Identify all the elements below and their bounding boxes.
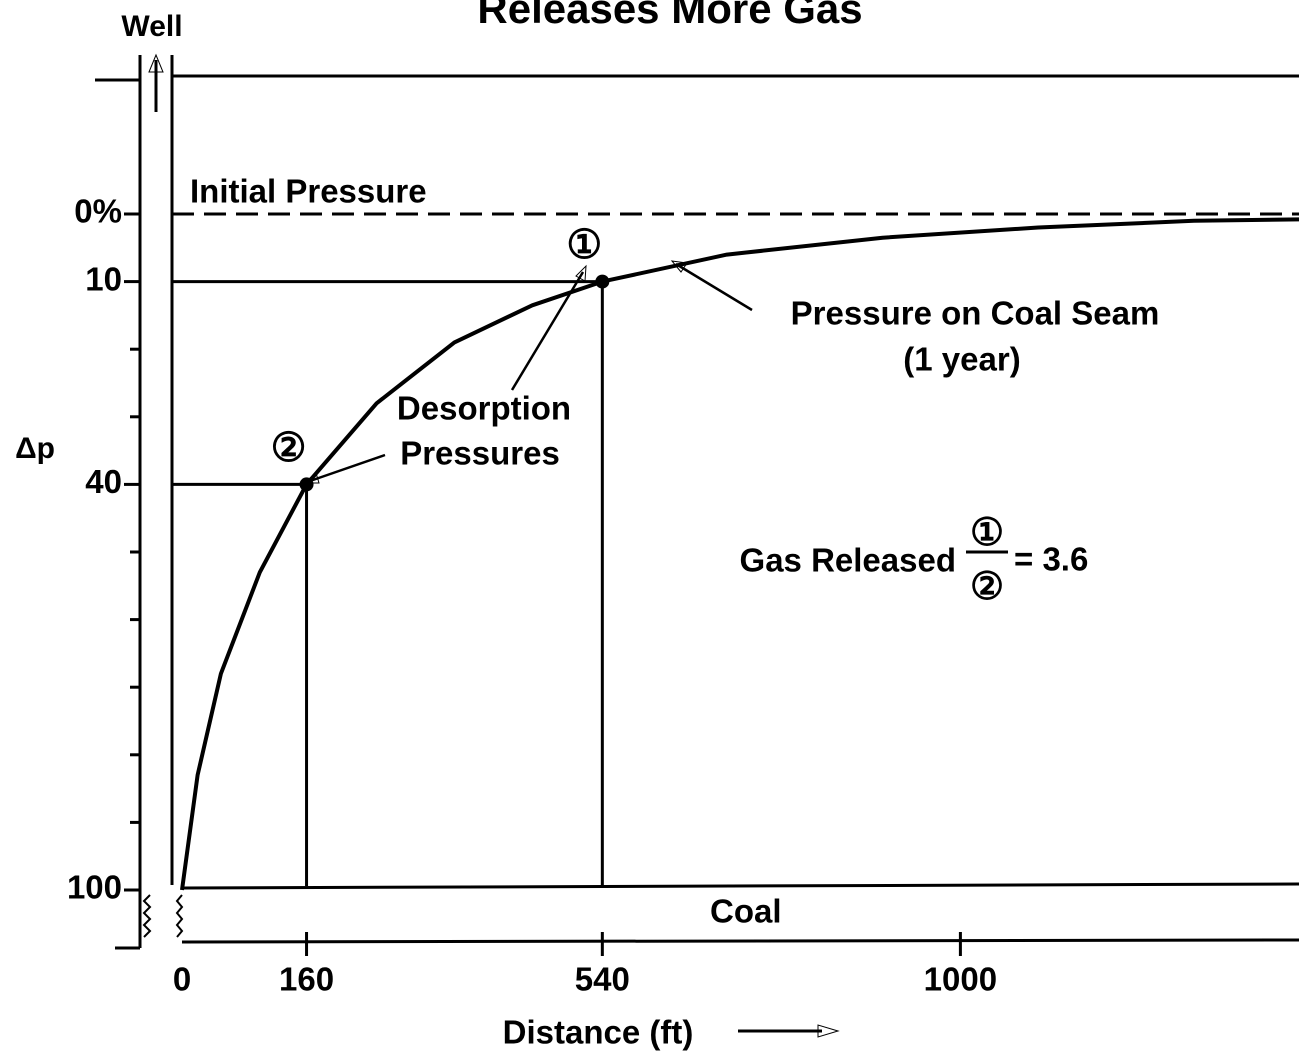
x-arrow-head — [817, 1024, 840, 1038]
series-label: Pressure on Coal Seam — [791, 295, 1160, 332]
squiggle — [142, 894, 184, 938]
well-arrow-head — [148, 53, 164, 73]
x-tick-label: 160 — [279, 961, 334, 998]
series-line — [180, 217, 1299, 891]
gas-released-label: Gas Released — [740, 542, 956, 579]
gas-released-result: = 3.6 — [1014, 541, 1088, 578]
layer-label: Coal — [710, 893, 782, 930]
points-label: Desorption — [397, 390, 571, 427]
x-tick-label: 1000 — [924, 961, 997, 998]
y-tick-label: 40 — [85, 463, 122, 500]
x-axis-label: Distance (ft) — [503, 1014, 694, 1051]
fraction-numerator: ① — [970, 512, 1004, 554]
y-tick-label: 10 — [85, 260, 122, 297]
reference-label: Initial Pressure — [190, 173, 427, 210]
y-tick-label: 0% — [74, 193, 122, 230]
series-note: (1 year) — [903, 341, 1020, 378]
chart-title: Releases More Gas — [477, 0, 862, 32]
y-tick-label: 100 — [67, 869, 122, 906]
y-axis-label: Δp — [15, 432, 55, 465]
point-label: ② — [271, 426, 307, 470]
points-label: Pressures — [400, 435, 560, 472]
point-label: ① — [566, 223, 602, 267]
well-label: Well — [121, 10, 182, 43]
arrow-head — [575, 264, 587, 282]
x-tick-label: 0 — [173, 961, 191, 998]
annotation-arrow — [309, 453, 386, 483]
coal-bottom — [181, 938, 1299, 944]
annotation-arrow — [675, 262, 753, 312]
fraction-denominator: ② — [970, 566, 1004, 608]
coal-top — [181, 882, 1299, 890]
x-tick-label: 540 — [575, 961, 630, 998]
